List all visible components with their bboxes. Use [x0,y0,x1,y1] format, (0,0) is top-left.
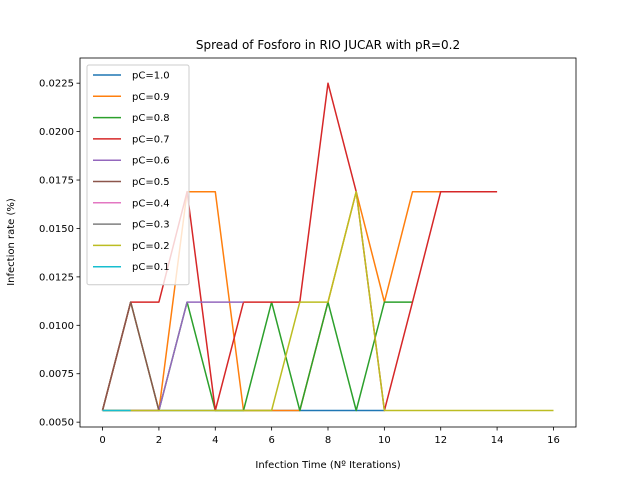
y-axis-label: Infection rate (%) [6,198,17,286]
x-tick-label: 2 [156,435,162,446]
x-tick-label: 0 [99,435,105,446]
legend-label: pC=0.9 [132,92,170,103]
y-axis: 0.0050 0.0075 0.0100 0.0125 0.0150 0.0175 0.02… [39,79,80,429]
legend-label: pC=0.4 [132,198,170,209]
series-line-5 [101,301,160,411]
x-tick-label: 12 [434,435,447,446]
y-tick-label: 0.0050 [39,418,74,429]
series-line-8 [102,190,554,412]
legend-label: pC=0.6 [132,156,170,167]
y-tick-label: 0.0200 [39,127,74,138]
y-tick-label: 0.0150 [39,224,74,235]
x-tick-label: 14 [491,435,504,446]
y-tick-label: 0.0100 [39,321,74,332]
y-tick-label: 0.0225 [39,79,74,90]
legend-label: pC=0.8 [132,113,170,124]
legend-frame [86,64,190,286]
series-line-2 [101,301,413,412]
series-line-1 [102,190,469,412]
x-tick-label: 10 [378,435,391,446]
legend-label: pC=1.0 [132,71,170,82]
y-tick-label: 0.0175 [39,176,74,187]
legend-label: pC=0.3 [132,220,170,231]
x-axis-label: Infection Time (Nº Iterations) [255,460,400,471]
legend-label: pC=0.2 [132,241,170,252]
y-tick-label: 0.0075 [39,369,74,380]
legend-label: pC=0.7 [132,134,170,145]
x-tick-label: 6 [268,435,274,446]
x-tick-label: 8 [325,435,331,446]
x-tick-label: 4 [212,435,218,446]
legend-label: pC=0.5 [132,177,170,188]
y-tick-label: 0.0125 [39,272,74,283]
x-tick-label: 16 [547,435,560,446]
x-axis: 0 2 4 6 8 10 12 14 16 [99,427,560,446]
series-line-4 [102,301,244,412]
legend: pC=1.0 pC=0.9 pC=0.8 pC=0.7 pC=0.6 pC=0.5 pC=0… [86,64,190,286]
legend-label: pC=0.1 [132,262,170,273]
chart-title: Spread of Fosforo in RIO JUCAR with pR=0… [196,38,460,52]
